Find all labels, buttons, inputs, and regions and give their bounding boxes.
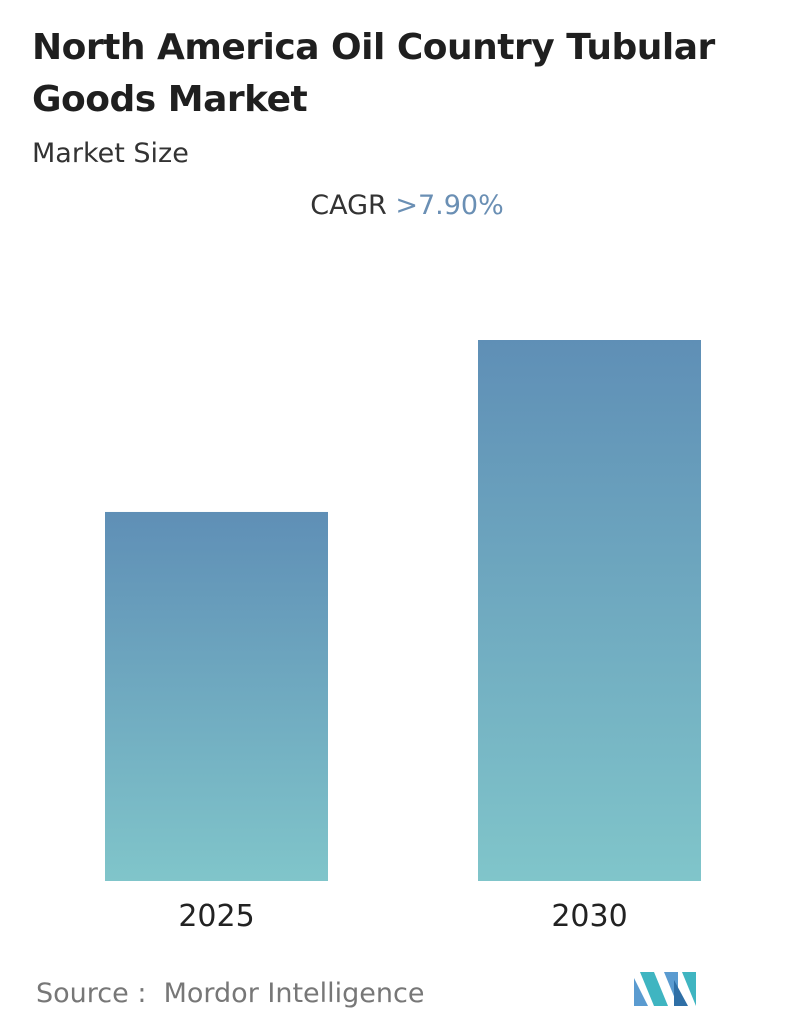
logo [634, 972, 696, 1006]
chart-title: North America Oil Country Tubular Goods … [32, 27, 715, 120]
source-name: Mordor Intelligence [163, 978, 425, 1009]
bar [478, 340, 701, 881]
bar [105, 511, 328, 881]
cagr-value: >7.90% [395, 190, 504, 221]
x-tick-label: 2030 [551, 899, 627, 934]
source-label: Source : [36, 978, 147, 1009]
chart-subtitle: Market Size [32, 138, 189, 169]
source: Source : Mordor Intelligence [36, 978, 424, 1009]
x-tick-label: 2025 [178, 899, 254, 934]
cagr-label: CAGR [310, 190, 387, 221]
cagr: CAGR >7.90% [0, 190, 796, 221]
